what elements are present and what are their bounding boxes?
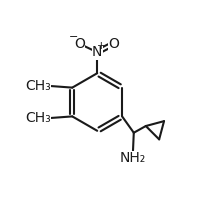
Text: CH₃: CH₃: [25, 79, 51, 93]
Text: +: +: [97, 41, 106, 51]
Text: O: O: [74, 37, 85, 51]
Text: −: −: [69, 33, 78, 42]
Text: N: N: [92, 45, 102, 59]
Text: O: O: [108, 37, 119, 51]
Text: NH₂: NH₂: [120, 151, 146, 165]
Text: CH₃: CH₃: [25, 111, 51, 125]
